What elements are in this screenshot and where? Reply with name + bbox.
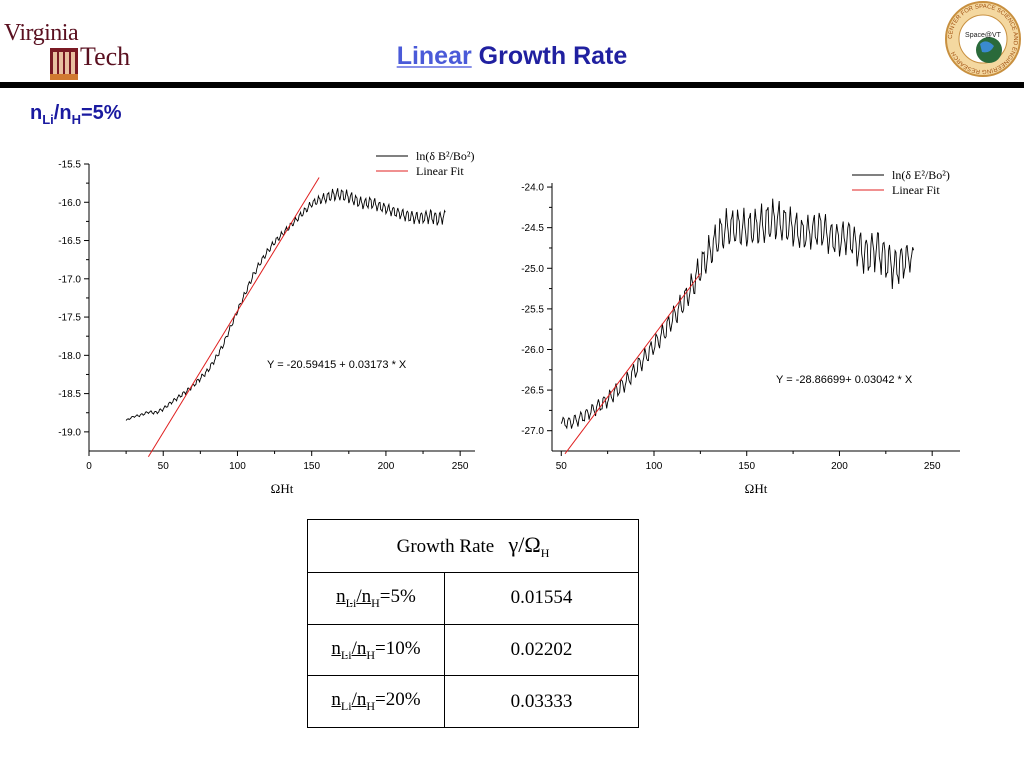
legend-label-data: ln(δ E²/Bo²) bbox=[892, 168, 950, 182]
y-tick-label: -16.0 bbox=[58, 198, 81, 209]
ratio-cell: nLi/nH=20% bbox=[307, 675, 445, 728]
chart-electric: -27.0 -26.5 -26.0 -25.5 -25.0 -24.5 -24.0 50 100… bbox=[521, 168, 960, 496]
y-tick-label: -26.0 bbox=[521, 345, 544, 356]
header-symbol: γ/Ω bbox=[508, 531, 541, 557]
data-series-line bbox=[125, 188, 446, 421]
y-tick-label: -18.0 bbox=[58, 351, 81, 362]
x-tick-label: 100 bbox=[646, 461, 663, 472]
subtitle-n: n bbox=[30, 102, 43, 124]
ratio-cell: nLi/nH=5% bbox=[307, 572, 445, 625]
x-tick-label: 100 bbox=[229, 461, 246, 472]
y-tick-label: -18.5 bbox=[58, 389, 81, 400]
table-row: nLi/nH=20% 0.03333 bbox=[307, 675, 639, 728]
subtitle-slash: /n bbox=[53, 102, 72, 124]
subtitle-value: =5% bbox=[80, 102, 122, 124]
y-tick-label: -17.0 bbox=[58, 274, 81, 285]
x-tick-label: 0 bbox=[86, 461, 92, 472]
y-tick-label: -25.0 bbox=[521, 264, 544, 275]
growth-rate-table: Growth Rate γ/ΩH nLi/nH=5% 0.01554 nLi/n… bbox=[307, 519, 639, 728]
virginia-tech-logo: Virginia Tech bbox=[4, 16, 134, 84]
y-tick-label: -26.5 bbox=[521, 386, 544, 397]
vt-building-icon bbox=[50, 48, 78, 80]
title-rest: Growth Rate bbox=[471, 42, 628, 70]
y-tick-label: -24.5 bbox=[521, 223, 544, 234]
y-tick-label: -27.0 bbox=[521, 426, 544, 437]
subtitle-h: H bbox=[71, 112, 81, 127]
x-tick-label: 250 bbox=[924, 461, 941, 472]
y-tick-label: -19.0 bbox=[58, 427, 81, 438]
y-tick-label: -16.5 bbox=[58, 236, 81, 247]
x-tick-label: 150 bbox=[303, 461, 320, 472]
header-divider bbox=[0, 82, 1024, 88]
y-tick-label: -24.0 bbox=[521, 183, 544, 194]
linear-fit-line bbox=[564, 273, 701, 455]
linear-fit-line bbox=[147, 177, 320, 457]
ratio-cell: nLi/nH=10% bbox=[307, 623, 445, 677]
x-tick-label: 200 bbox=[378, 461, 395, 472]
fit-equation-annotation: Y = -28.86699+ 0.03042 * X bbox=[776, 374, 913, 386]
chart-magnetic: -19.0 -18.5 -18.0 -17.5 -17.0 -16.5 -16.0 -15.5… bbox=[58, 149, 475, 496]
subtitle: nLi/nH=5% bbox=[30, 102, 122, 127]
table-row: nLi/nH=10% 0.02202 bbox=[307, 623, 639, 677]
x-tick-label: 50 bbox=[158, 461, 170, 472]
growth-cell: 0.02202 bbox=[444, 623, 639, 677]
logo-word-virginia: Virginia bbox=[4, 20, 79, 46]
y-tick-label: -17.5 bbox=[58, 313, 81, 324]
table-header-cell: Growth Rate γ/ΩH bbox=[307, 519, 639, 573]
y-tick-label: -15.5 bbox=[58, 160, 81, 171]
legend-label-fit: Linear Fit bbox=[892, 183, 940, 197]
subtitle-li: Li bbox=[42, 112, 54, 127]
page-title: Linear Growth Rate bbox=[0, 42, 1024, 71]
x-tick-label: 150 bbox=[738, 461, 755, 472]
legend-label-fit: Linear Fit bbox=[416, 164, 464, 178]
fit-equation-annotation: Y = -20.59415 + 0.03173 * X bbox=[267, 359, 407, 371]
x-tick-label: 50 bbox=[556, 461, 568, 472]
title-highlight: Linear bbox=[396, 42, 472, 70]
growth-cell: 0.03333 bbox=[444, 675, 639, 728]
table-header-row: Growth Rate γ/ΩH bbox=[307, 519, 639, 573]
table-row: nLi/nH=5% 0.01554 bbox=[307, 572, 639, 625]
logo-word-tech: Tech bbox=[80, 42, 131, 71]
x-axis-label: ΩHt bbox=[271, 481, 294, 496]
data-series-line bbox=[560, 198, 915, 430]
logo-text: Space@VT bbox=[965, 32, 1002, 39]
y-tick-label: -25.5 bbox=[521, 304, 544, 315]
header-symbol-sub: H bbox=[540, 545, 550, 560]
space-vt-logo: CENTER FOR SPACE SCIENCE AND ENGINEERING… bbox=[945, 1, 1021, 77]
x-axis-label: ΩHt bbox=[745, 481, 768, 496]
x-tick-label: 250 bbox=[452, 461, 469, 472]
header-label: Growth Rate bbox=[396, 535, 495, 557]
legend-label-data: ln(δ B²/Bo²) bbox=[416, 149, 475, 163]
x-tick-label: 200 bbox=[831, 461, 848, 472]
growth-cell: 0.01554 bbox=[444, 572, 639, 625]
